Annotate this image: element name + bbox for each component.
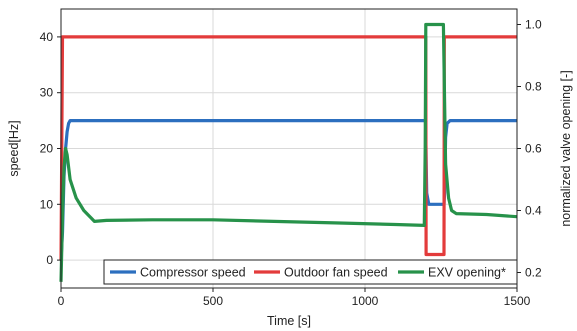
y-left-tick-label: 40 <box>40 30 54 44</box>
y-left-tick-label: 0 <box>46 253 53 267</box>
series-line-2 <box>59 35 517 261</box>
series-line-3 <box>59 22 518 282</box>
x-tick-label: 0 <box>58 294 65 308</box>
y-left-axis-title: speed[Hz] <box>7 120 21 176</box>
x-tick-label: 1500 <box>504 294 531 308</box>
y-right-tick-label: 0.4 <box>525 204 542 218</box>
x-tick-labels: 0 500 1000 1500 <box>58 288 531 308</box>
y-right-tick-label: 1.0 <box>525 18 542 32</box>
grid-lines <box>60 9 518 288</box>
y-left-tick-labels: 0 10 20 30 40 <box>40 30 61 267</box>
y-left-tick-label: 30 <box>40 86 54 100</box>
y-left-tick-label: 20 <box>40 142 54 156</box>
y-right-tick-label: 0.6 <box>525 142 542 156</box>
y-right-tick-labels: 0.2 0.4 0.6 0.8 1.0 <box>517 18 542 280</box>
y-right-axis-title: normalized valve opening [-] <box>559 70 573 226</box>
x-tick-label: 500 <box>203 294 223 308</box>
series-lines <box>59 22 518 282</box>
legend-label-2: Outdoor fan speed <box>284 266 388 280</box>
legend: Compressor speed Outdoor fan speed EXV ope… <box>103 259 518 285</box>
x-tick-label: 1000 <box>352 294 379 308</box>
y-right-tick-label: 0.2 <box>525 266 542 280</box>
y-left-tick-label: 10 <box>40 197 54 211</box>
legend-label-1: Compressor speed <box>140 266 246 280</box>
x-axis-title: Time [s] <box>267 314 311 328</box>
legend-label-3: EXV opening* <box>428 266 506 280</box>
legend-box <box>103 259 518 285</box>
y-right-tick-label: 0.8 <box>525 80 542 94</box>
